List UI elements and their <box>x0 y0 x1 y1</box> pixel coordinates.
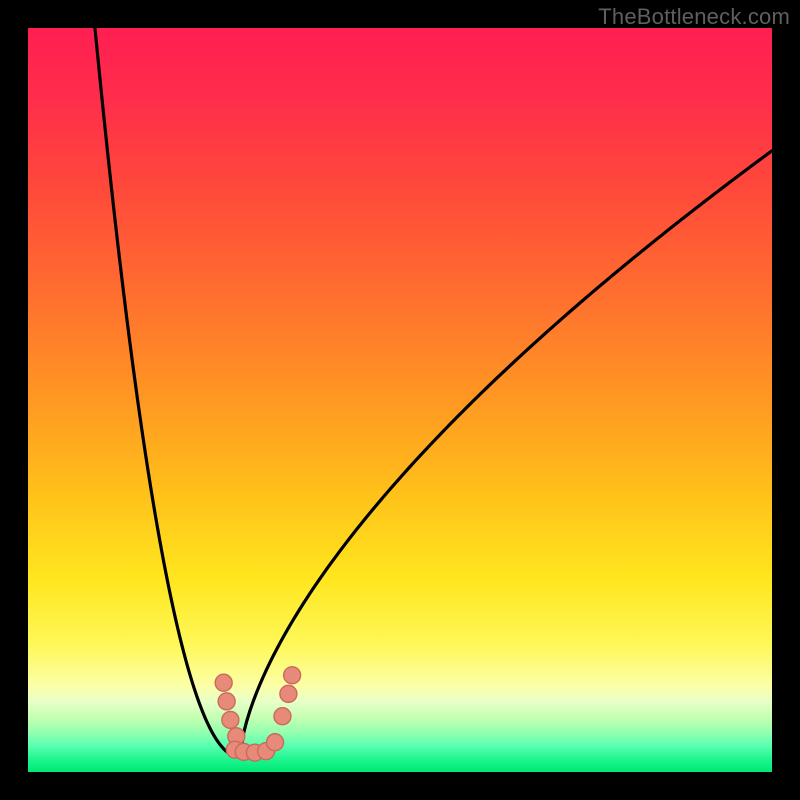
data-marker <box>284 667 301 684</box>
chart-background-gradient <box>28 28 772 772</box>
data-marker <box>218 693 235 710</box>
watermark-label: TheBottleneck.com <box>598 4 790 30</box>
data-marker <box>215 674 232 691</box>
data-marker <box>222 711 239 728</box>
bottleneck-curve-chart <box>0 0 800 800</box>
data-marker <box>280 685 297 702</box>
data-marker <box>267 734 284 751</box>
data-marker <box>274 708 291 725</box>
chart-frame: TheBottleneck.com <box>0 0 800 800</box>
